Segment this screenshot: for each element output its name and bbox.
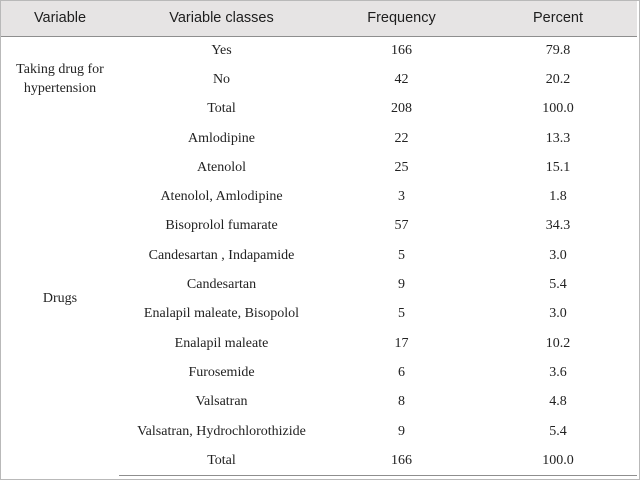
variable-class-cell: Total — [207, 101, 236, 117]
frequency-cell: 166 — [324, 446, 479, 476]
table-row: Total 166 100.0 — [1, 446, 637, 476]
table-row: Valsatran, Hydrochlorothizide 9 5.4 — [1, 417, 637, 446]
percent-cell: 4.8 — [549, 394, 567, 410]
variable-class-cell: Furosemide — [188, 364, 255, 380]
frequency-cell: 166 — [391, 42, 412, 58]
variable-class-cell: Candesartan — [186, 277, 257, 293]
percent-cell: 13.3 — [545, 130, 571, 146]
percent-cell: 100.0 — [479, 446, 637, 476]
header-variable: Variable — [1, 1, 119, 37]
percent-cell: 3.0 — [549, 306, 567, 322]
frequency-cell: 8 — [398, 394, 405, 410]
table-row: Taking drug for hypertension Yes 166 79.8 — [1, 36, 637, 96]
percent-cell: 5.4 — [549, 277, 567, 293]
frequency-cell: 9 — [398, 423, 405, 439]
variable-class-cell: Bisoprolol fumarate — [165, 218, 278, 234]
table-row: Atenolol, Amlodipine 3 1.8 — [1, 182, 637, 211]
variable-class-cell: Amlodipine — [188, 130, 255, 146]
percent-cell: 10.2 — [545, 335, 571, 351]
variable-class-cell: Enalapil maleate, Bisopolol — [143, 306, 300, 322]
frequency-cell: 208 — [391, 101, 412, 117]
percent-cell: 34.3 — [545, 218, 571, 234]
frequency-cell: 25 — [394, 159, 409, 175]
variable-class-cell: Yes — [211, 42, 232, 58]
table-row: Drugs Amlodipine 22 13.3 — [1, 124, 637, 307]
table-row: No 42 20.2 — [1, 65, 637, 94]
frequency-cell: 17 — [394, 335, 409, 351]
frequency-cell: 5 — [398, 306, 405, 322]
table-row: Candesartan 9 5.4 — [1, 270, 637, 299]
percent-cell: 100.0 — [542, 101, 574, 117]
table-row: Total 208 100.0 — [1, 95, 637, 124]
percent-cell: 5.4 — [549, 423, 567, 439]
table-row: Atenolol 25 15.1 — [1, 153, 637, 182]
variable-class-cell: No — [212, 71, 231, 87]
frequency-cell: 3 — [398, 189, 405, 205]
percent-cell: 3.6 — [549, 364, 567, 380]
header-frequency: Frequency — [324, 1, 479, 37]
table-row: Bisoprolol fumarate 57 34.3 — [1, 212, 637, 241]
variable-class-cell: Valsatran, Hydrochlorothizide — [137, 423, 306, 439]
percent-cell: 3.0 — [549, 247, 567, 263]
table-row: Furosemide 6 3.6 — [1, 358, 637, 387]
frequency-cell: 57 — [394, 218, 409, 234]
percent-cell: 1.8 — [549, 189, 567, 205]
header-percent: Percent — [479, 1, 637, 37]
variable-class-cell: Candesartan , Indapamide — [148, 247, 295, 263]
frequency-cell: 9 — [398, 277, 405, 293]
table-row: Enalapil maleate, Bisopolol 5 3.0 — [1, 300, 637, 329]
variable-class-cell: Total — [119, 446, 324, 476]
header-variable-classes: Variable classes — [119, 1, 324, 37]
table-row: Candesartan , Indapamide 5 3.0 — [1, 241, 637, 270]
frequency-cell: 22 — [394, 130, 409, 146]
frequency-cell: 42 — [394, 71, 409, 87]
frequency-cell: 6 — [398, 364, 405, 380]
variable-class-cell: Atenolol, Amlodipine — [160, 189, 283, 205]
variable-class-cell: Atenolol — [197, 159, 246, 175]
percent-cell: 79.8 — [545, 42, 571, 58]
header-row: Variable Variable classes Frequency Perc… — [1, 1, 637, 37]
table-row: Enalapil maleate 17 10.2 — [1, 329, 637, 358]
variable-cell: Drugs — [42, 291, 78, 307]
variable-class-cell: Enalapil maleate — [174, 335, 269, 351]
percent-cell: 20.2 — [545, 71, 571, 87]
table-body: Taking drug for hypertension Yes 166 79.8 No… — [1, 36, 637, 476]
table-row: Valsatran 8 4.8 — [1, 388, 637, 417]
table-header: Variable Variable classes Frequency Perc… — [1, 1, 637, 37]
variable-class-cell: Valsatran — [195, 394, 248, 410]
frequency-cell: 5 — [398, 247, 405, 263]
variable-cell: Taking drug for hypertension — [16, 62, 104, 97]
percent-cell: 15.1 — [545, 159, 571, 175]
